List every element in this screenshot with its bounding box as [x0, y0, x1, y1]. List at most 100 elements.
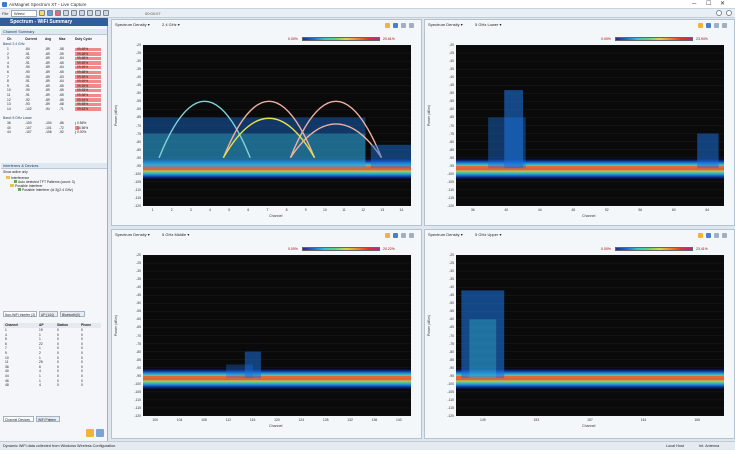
channel-row[interactable]: 10 1 0 0: [3, 356, 101, 361]
band-24-group[interactable]: Band: 2.4 GHz: [3, 42, 25, 46]
tab-ap[interactable]: AP (144): [39, 311, 58, 317]
header-ch[interactable]: Ch: [7, 37, 12, 41]
step-icon[interactable]: [103, 10, 109, 16]
channel-row[interactable]: 46 1 0 0: [3, 379, 101, 384]
maximize-button[interactable]: ☐: [706, 1, 712, 7]
tab-wifi-pattern[interactable]: WiFi Pattern: [36, 416, 60, 422]
show-active-only[interactable]: Show active only: [3, 170, 28, 174]
add-icon[interactable]: [706, 233, 711, 238]
tab-non-wifi[interactable]: Non-WiFi Interfer (3): [3, 311, 37, 317]
summary-row[interactable]: 7 -90 -89 -63 99.69%: [3, 75, 105, 80]
col-phone[interactable]: Phone: [81, 323, 92, 327]
channel-row[interactable]: 9 2 0 0: [3, 351, 101, 356]
channel-summary-header[interactable]: Channel Summary: [1, 29, 107, 35]
header-avg[interactable]: Avg: [45, 37, 52, 41]
folder-icon[interactable]: [86, 429, 94, 437]
minimize-button[interactable]: ─: [692, 1, 697, 7]
band-select[interactable]: 2.4 GHz ▾: [162, 22, 180, 27]
camera-icon[interactable]: [401, 23, 406, 28]
spectrum-plot[interactable]: [143, 45, 411, 206]
save-icon[interactable]: [47, 10, 53, 16]
folder-icon[interactable]: [698, 233, 703, 238]
settings-icon[interactable]: [726, 10, 732, 16]
folder-icon[interactable]: [385, 23, 390, 28]
folder-icon[interactable]: [385, 233, 390, 238]
spectrum-plot[interactable]: [143, 255, 411, 416]
summary-row[interactable]: 5 -90 -89 -64 99.69%: [3, 65, 105, 70]
summary-row[interactable]: 3 -92 -89 -64 99.68%: [3, 56, 105, 61]
close-button[interactable]: ✕: [720, 1, 726, 7]
channel-row[interactable]: 6 22 0 0: [3, 342, 101, 347]
forward-icon[interactable]: [95, 10, 101, 16]
play-icon[interactable]: [87, 10, 93, 16]
summary-row[interactable]: 8 -91 -89 -64 99.69%: [3, 79, 105, 84]
help-icon[interactable]: [716, 10, 722, 16]
channel-row[interactable]: 36 6 0 0: [3, 365, 101, 370]
source-select[interactable]: Wired: [11, 10, 37, 17]
channel-row[interactable]: 11 25 0 0: [3, 360, 101, 365]
interferers-header[interactable]: Interferers & Devices: [1, 163, 107, 169]
stop-icon[interactable]: [71, 10, 77, 16]
col-station[interactable]: Station: [57, 323, 69, 327]
band-select[interactable]: 5 GHz Middle ▾: [162, 232, 190, 237]
spectrum-plot[interactable]: [456, 45, 724, 206]
add-icon[interactable]: [706, 23, 711, 28]
record-icon[interactable]: [55, 10, 61, 16]
channel-row[interactable]: 5 1 0 0: [3, 337, 101, 342]
summary-row[interactable]: 14 -102 -94 -71 99.63%: [3, 107, 105, 112]
summary-row[interactable]: 10 -90 -89 -65 99.53%: [3, 88, 105, 93]
spectrum-plot[interactable]: [456, 255, 724, 416]
view-type-select[interactable]: Spectrum Density ▾: [428, 22, 463, 27]
header-current[interactable]: Current: [25, 37, 37, 41]
layout-icon[interactable]: [96, 429, 104, 437]
tree-possible-interferer-3[interactable]: Possible Interferer (id 3)(2.4 GHz): [18, 188, 73, 192]
header-max[interactable]: Max: [59, 37, 66, 41]
tree-auto-detected[interactable]: Auto detected TFT Patterns (count: 3): [14, 180, 75, 184]
settings-icon[interactable]: [722, 23, 727, 28]
rewind-icon[interactable]: [79, 10, 85, 16]
band-5-lower-group[interactable]: Band: 5 GHz Lower: [3, 116, 32, 120]
channel-row[interactable]: 1 19 0 0: [3, 328, 101, 333]
channel-row[interactable]: 48 4 0 0: [3, 383, 101, 388]
tab-channel-devices[interactable]: Channel Devices: [3, 416, 34, 422]
summary-row[interactable]: 1 -84 -89 -58 99.69%: [3, 47, 105, 52]
col-channel[interactable]: Channel: [5, 323, 19, 327]
camera-icon[interactable]: [401, 233, 406, 238]
header-duty-cycle[interactable]: Duty Cycle: [75, 37, 93, 41]
settings-icon[interactable]: [409, 23, 414, 28]
summary-cell: -94: [45, 106, 50, 111]
band-select[interactable]: 5 GHz Lower ▾: [475, 22, 502, 27]
summary-row[interactable]: 36 -100 -104 -86 0.56%: [3, 121, 105, 126]
summary-row[interactable]: 44 -107 -106 -92 0.00%: [3, 130, 105, 135]
view-type-select[interactable]: Spectrum Density ▾: [115, 232, 150, 237]
pause-icon[interactable]: [63, 10, 69, 16]
view-type-select[interactable]: Spectrum Density ▾: [428, 232, 463, 237]
add-icon[interactable]: [393, 23, 398, 28]
summary-row[interactable]: 40 -107 -101 -72 16.56%: [3, 126, 105, 131]
col-ap[interactable]: AP: [39, 323, 44, 327]
summary-row[interactable]: 9 -91 -89 -65 99.59%: [3, 84, 105, 89]
settings-icon[interactable]: [722, 233, 727, 238]
add-icon[interactable]: [393, 233, 398, 238]
tab-bluetooth[interactable]: Bluetooth(0): [60, 311, 85, 317]
view-type-select[interactable]: Spectrum Density ▾: [115, 22, 150, 27]
summary-row[interactable]: 2 -91 -89 -59 99.68%: [3, 52, 105, 57]
summary-row[interactable]: 11 -91 -89 -65 99.56%: [3, 93, 105, 98]
settings-icon[interactable]: [409, 233, 414, 238]
folder-icon[interactable]: [698, 23, 703, 28]
tree-possible-interferer[interactable]: Possible Interferer: [10, 184, 43, 188]
tree-interference[interactable]: Interference: [6, 176, 29, 180]
channel-row[interactable]: 40 4 0 0: [3, 369, 101, 374]
channel-row[interactable]: 7 1 0 0: [3, 346, 101, 351]
open-icon[interactable]: [39, 10, 45, 16]
summary-row[interactable]: 12 -92 -89 -65 99.54%: [3, 98, 105, 103]
summary-row[interactable]: 4 -91 -89 -65 99.69%: [3, 61, 105, 66]
channel-row[interactable]: 4 1 0 0: [3, 333, 101, 338]
channel-row[interactable]: 44 1 0 0: [3, 374, 101, 379]
band-select[interactable]: 5 GHz Upper ▾: [475, 232, 502, 237]
camera-icon[interactable]: [714, 233, 719, 238]
camera-icon[interactable]: [714, 23, 719, 28]
file-menu[interactable]: File: [2, 11, 9, 16]
summary-row[interactable]: 6 -90 -89 -65 99.68%: [3, 70, 105, 75]
summary-row[interactable]: 13 -93 -89 -68 99.55%: [3, 102, 105, 107]
